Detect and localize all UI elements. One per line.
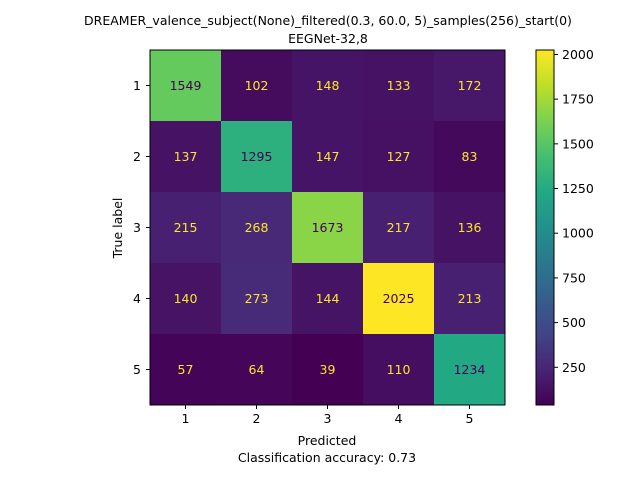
matrix-cell [292,263,364,335]
cell-value-label: 140 [174,291,198,306]
cell-value-label: 57 [178,362,194,377]
cell-value-label: 1549 [170,78,202,93]
cell-value-label: 2025 [383,291,415,306]
chart-title-line1: DREAMER_valence_subject(None)_filtered(0… [84,13,572,28]
matrix-cell [434,192,506,264]
matrix-cell [363,334,435,406]
cell-value-label: 148 [316,78,340,93]
chart-title-line2: EEGNet-32,8 [288,31,368,46]
cell-value-label: 147 [316,149,340,164]
y-tick-label: 3 [133,220,141,235]
matrix-cell [221,50,293,122]
cell-value-label: 133 [387,78,411,93]
matrix-cell [150,334,222,406]
matrix-cell [292,50,364,122]
cell-value-label: 215 [174,220,198,235]
colorbar-tick-label: 2000 [562,47,594,62]
cell-value-label: 144 [316,291,340,306]
cell-value-label: 136 [458,220,482,235]
cell-value-label: 1234 [454,362,486,377]
x-axis-ticks: 1 2 3 4 5 [182,405,474,426]
matrix-cell [150,263,222,335]
x-tick-label: 1 [182,411,190,426]
matrix-cell [292,121,364,193]
matrix-cell [292,334,364,406]
matrix-cell [221,121,293,193]
cell-value-label: 217 [387,220,411,235]
x-tick-label: 3 [324,411,332,426]
cell-value-label: 127 [387,149,411,164]
matrix-cell [150,121,222,193]
matrix-cell [221,334,293,406]
cell-value-label: 137 [174,149,198,164]
y-axis-label: True label [110,198,125,260]
x-tick-label: 5 [466,411,474,426]
cell-value-label: 39 [320,362,336,377]
matrix-cell [434,50,506,122]
colorbar-tick-label: 250 [562,360,586,375]
matrix-cell [363,121,435,193]
matrix-cell [434,263,506,335]
matrix-cell [434,121,506,193]
cell-value-label: 1673 [312,220,344,235]
cell-value-label: 83 [462,149,478,164]
matrix-cell [221,263,293,335]
cell-value-label: 213 [458,291,482,306]
y-tick-label: 1 [133,78,141,93]
cell-value-label: 268 [245,220,269,235]
matrix-cell [150,192,222,264]
cell-value-label: 64 [249,362,265,377]
matrix-cell [363,50,435,122]
colorbar-tick-label: 750 [562,270,586,285]
colorbar-tick-label: 1500 [562,136,594,151]
x-tick-label: 4 [395,411,403,426]
colorbar-tick-label: 1250 [562,181,594,196]
colorbar [535,49,555,406]
colorbar-tick-label: 1750 [562,92,594,107]
cell-value-label: 110 [387,362,411,377]
x-tick-label: 2 [253,411,261,426]
colorbar-tick-label: 500 [562,315,586,330]
colorbar-ticks: 250 500 750 1000 1250 1500 1750 2000 [554,47,594,375]
classification-accuracy-label: Classification accuracy: 0.73 [238,450,416,465]
matrix-cell [150,50,222,122]
y-axis-ticks: 1 2 3 4 5 [133,78,150,377]
cell-value-label: 102 [245,78,269,93]
y-tick-label: 2 [133,149,141,164]
matrix-cell [292,192,364,264]
y-tick-label: 5 [133,362,141,377]
cell-value-label: 1295 [241,149,273,164]
cell-value-label: 273 [245,291,269,306]
matrix-cell-labels: 1549 102 148 133 172 137 1295 147 127 83 215 268 167… [170,78,486,377]
matrix-cell [363,263,435,335]
x-axis-label: Predicted [298,433,357,448]
matrix-cell [434,334,506,406]
colorbar-tick-label: 1000 [562,226,594,241]
matrix-cell [363,192,435,264]
matrix-cells [150,50,506,406]
y-tick-label: 4 [133,291,141,306]
cell-value-label: 172 [458,78,482,93]
matrix-cell [221,192,293,264]
